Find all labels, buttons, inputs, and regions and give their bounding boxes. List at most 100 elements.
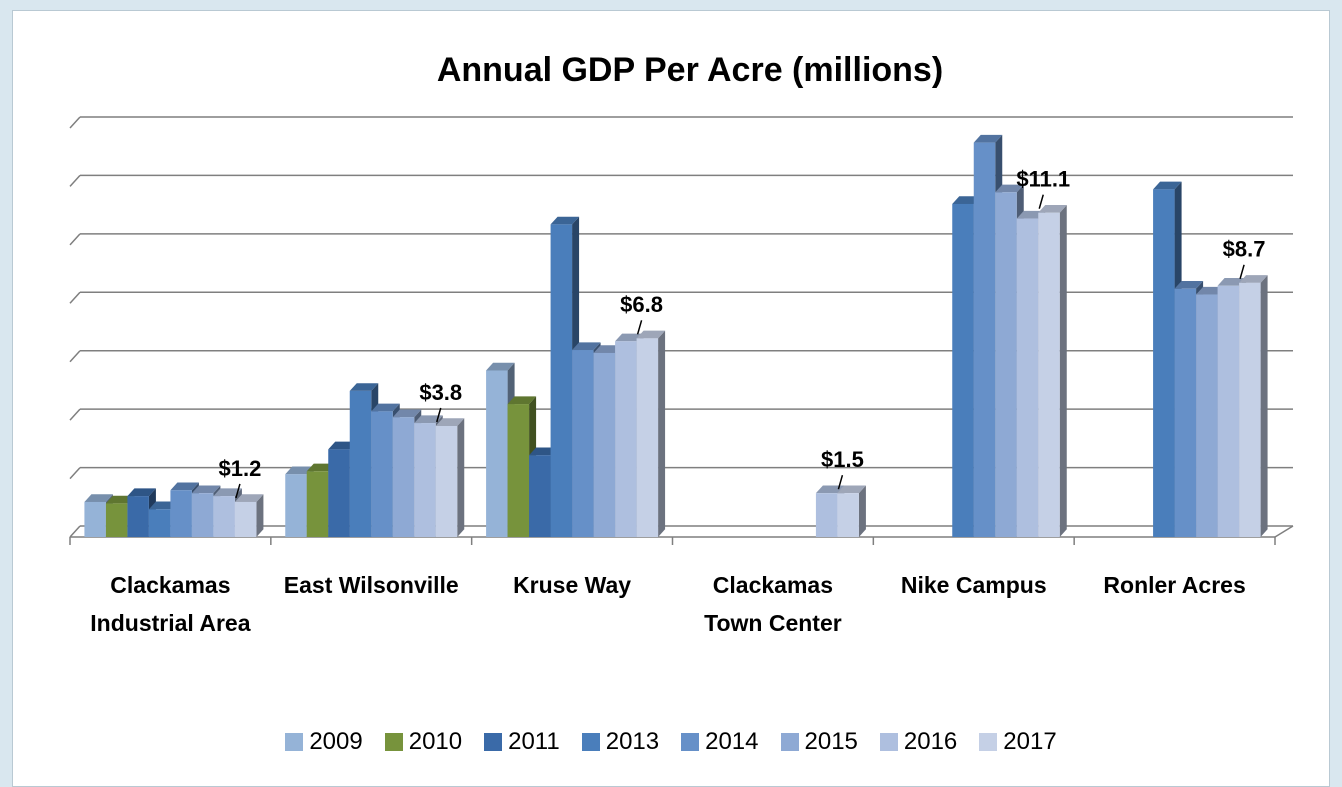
bar-face <box>170 490 192 537</box>
bar-face <box>371 403 400 412</box>
bar-face <box>328 441 357 450</box>
data-label: $1.2 <box>219 456 262 481</box>
bar-face <box>105 503 128 537</box>
legend-swatch <box>581 733 600 751</box>
bar-face <box>1260 275 1268 537</box>
bar-face <box>1038 212 1060 537</box>
bar-face <box>84 494 113 502</box>
legend-item: 2011 <box>484 728 560 756</box>
legend-label: 2010 <box>408 728 463 755</box>
bar-face <box>1059 205 1067 537</box>
bar-face <box>127 488 156 497</box>
bar-face <box>1153 181 1182 190</box>
bar-face <box>306 471 329 537</box>
data-label: $8.7 <box>1223 237 1266 262</box>
bar-face <box>213 496 235 537</box>
bar-face <box>615 341 637 537</box>
x-tick-label: Nike Campus <box>900 572 1047 598</box>
bar-face <box>127 496 149 537</box>
data-label: $3.8 <box>419 380 462 405</box>
bar-face <box>486 370 508 537</box>
bar <box>837 485 866 537</box>
legend-item: 2009 <box>285 728 363 756</box>
label-leader <box>1038 194 1044 209</box>
bar-face <box>1217 278 1247 286</box>
bar-face <box>952 203 974 537</box>
legend-label: 2013 <box>605 728 660 755</box>
label-leader <box>436 407 442 423</box>
bar-face <box>572 350 594 537</box>
grid-line <box>69 291 81 304</box>
bar-face <box>593 352 616 537</box>
bar-face <box>191 493 214 537</box>
bar-face <box>1239 282 1261 537</box>
legend: 2009 2010 2011 2013 2014 2015 2016 2017 <box>0 728 1342 756</box>
bar-face <box>1038 205 1067 213</box>
legend-swatch <box>879 733 898 751</box>
bar-face <box>1196 294 1218 537</box>
x-axis <box>1274 525 1294 538</box>
bar-face <box>256 494 264 537</box>
legend-label: 2015 <box>804 728 858 755</box>
bar-face <box>952 196 981 204</box>
legend-swatch <box>484 733 503 751</box>
bar-face <box>486 362 515 371</box>
x-tick-label: Clackamas Industrial Area <box>90 572 251 636</box>
data-label: $11.1 <box>1016 167 1070 192</box>
legend-swatch <box>285 733 304 751</box>
label-leader <box>636 320 643 335</box>
bar-face <box>148 509 171 537</box>
bar-face <box>234 501 257 537</box>
grid-line <box>69 174 81 187</box>
bar-face <box>837 493 859 537</box>
legend-item: 2016 <box>879 728 958 756</box>
bar-face <box>529 455 551 537</box>
label-leader <box>837 474 844 490</box>
legend-item: 2010 <box>384 728 463 756</box>
legend-item: 2013 <box>581 728 660 756</box>
bar-face <box>435 425 458 537</box>
bar-face <box>1196 286 1225 295</box>
bar-face <box>392 417 415 537</box>
x-tick-label: Ronler Acres <box>1103 572 1246 598</box>
bar-face <box>1016 218 1039 538</box>
legend-label: 2017 <box>1003 728 1057 755</box>
bar-face <box>1174 288 1197 537</box>
bar-face <box>105 495 135 504</box>
grid-line <box>69 350 81 363</box>
bar-face <box>306 463 336 472</box>
legend-label: 2009 <box>309 728 363 755</box>
legend-label: 2016 <box>903 728 958 755</box>
x-tick-label: East Wilsonville <box>283 572 459 598</box>
bar-face <box>995 184 1024 193</box>
bar-face <box>328 449 350 537</box>
bar <box>636 330 666 537</box>
label-leader <box>1239 264 1245 280</box>
bar-face <box>973 134 1003 143</box>
bar <box>234 494 264 537</box>
legend-item: 2017 <box>979 728 1057 756</box>
bar-face <box>213 488 242 497</box>
bar-face <box>550 224 573 537</box>
bar-face <box>414 423 436 537</box>
legend-swatch <box>384 733 403 751</box>
legend-swatch <box>780 733 799 751</box>
bar-face <box>1217 285 1240 537</box>
bar-face <box>615 333 644 342</box>
bar-face <box>349 390 372 537</box>
bar-face <box>1153 189 1175 537</box>
bar-face <box>371 411 393 537</box>
bar-face <box>1239 275 1268 283</box>
grid-line <box>69 408 81 421</box>
bar-face <box>507 396 537 405</box>
bar-face <box>572 342 601 351</box>
data-label: $6.8 <box>620 292 663 317</box>
grid-line <box>69 525 81 538</box>
legend-item: 2015 <box>780 728 858 756</box>
grid-line <box>69 467 81 480</box>
bar-face <box>84 501 106 537</box>
bar <box>435 418 465 537</box>
bar-face <box>593 345 623 353</box>
